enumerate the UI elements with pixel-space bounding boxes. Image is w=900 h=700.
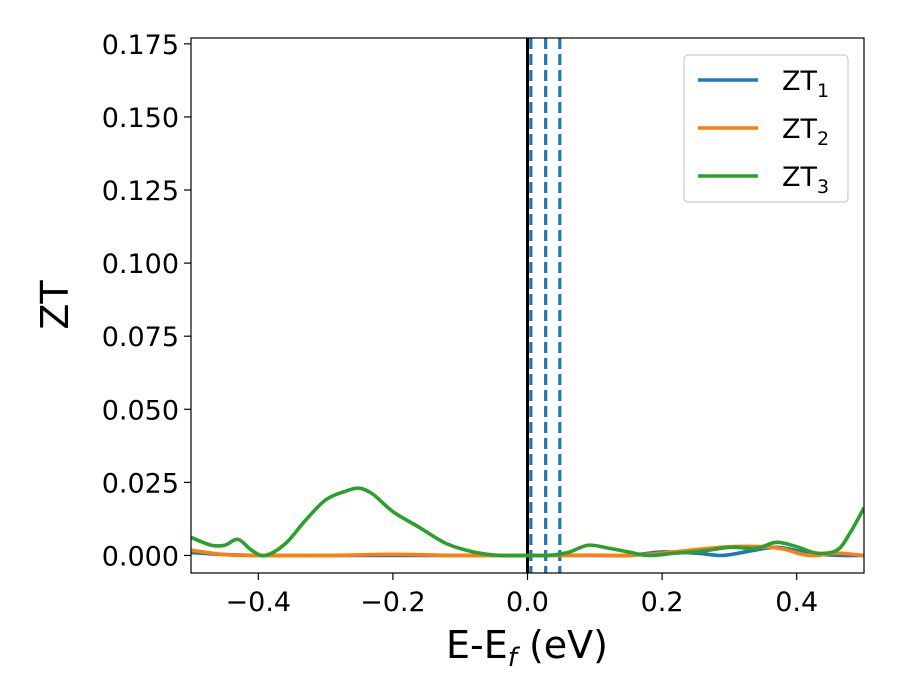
x-axis-label: E-Ef (eV) [446,623,608,673]
series-line-2 [191,544,864,558]
series-line-3 [191,486,864,558]
legend-box [683,54,849,203]
series-lines [191,486,864,558]
y-axis-label: ZT [33,280,77,330]
x-tick-label: 0.4 [775,587,818,618]
y-tick-label: 0.025 [102,468,179,499]
y-tick-label: 0.150 [102,103,179,134]
legend: ZT1 ZT2 ZT3 [683,54,849,203]
x-axis: −0.4 −0.2 0.0 0.2 0.4 [226,573,818,618]
y-tick-label: 0.000 [102,541,179,572]
x-tick-label: −0.2 [360,587,426,618]
x-axis-label-main: E-E [446,623,508,667]
legend-label-2: ZT2 [782,114,829,150]
y-tick-label: 0.050 [102,395,179,426]
y-tick-label: 0.100 [102,249,179,280]
y-tick-label: 0.125 [102,176,179,207]
legend-label-3: ZT3 [782,162,829,198]
x-tick-label: 0.2 [641,587,684,618]
x-tick-label: 0.0 [506,587,549,618]
y-tick-label: 0.075 [102,322,179,353]
y-tick-label: 0.175 [102,30,179,61]
x-tick-label: −0.4 [226,587,292,618]
reference-lines [526,38,562,573]
legend-label-1: ZT1 [782,66,829,102]
y-axis: 0.000 0.025 0.050 0.075 0.100 0.125 0.150 0.175 [102,30,191,572]
x-axis-label-unit: (eV) [517,623,608,667]
